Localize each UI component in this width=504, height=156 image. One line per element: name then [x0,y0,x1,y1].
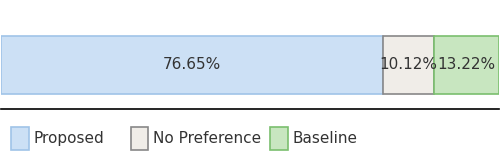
Bar [433,36,499,94]
FancyBboxPatch shape [131,127,148,150]
Bar [2,36,383,94]
FancyBboxPatch shape [12,127,29,150]
FancyBboxPatch shape [270,127,288,150]
Bar [383,36,433,94]
Text: No Preference: No Preference [153,131,262,146]
Text: 10.12%: 10.12% [380,57,437,72]
Text: 13.22%: 13.22% [437,57,495,72]
Text: Proposed: Proposed [34,131,104,146]
Text: Baseline: Baseline [293,131,358,146]
Text: 76.65%: 76.65% [163,57,221,72]
